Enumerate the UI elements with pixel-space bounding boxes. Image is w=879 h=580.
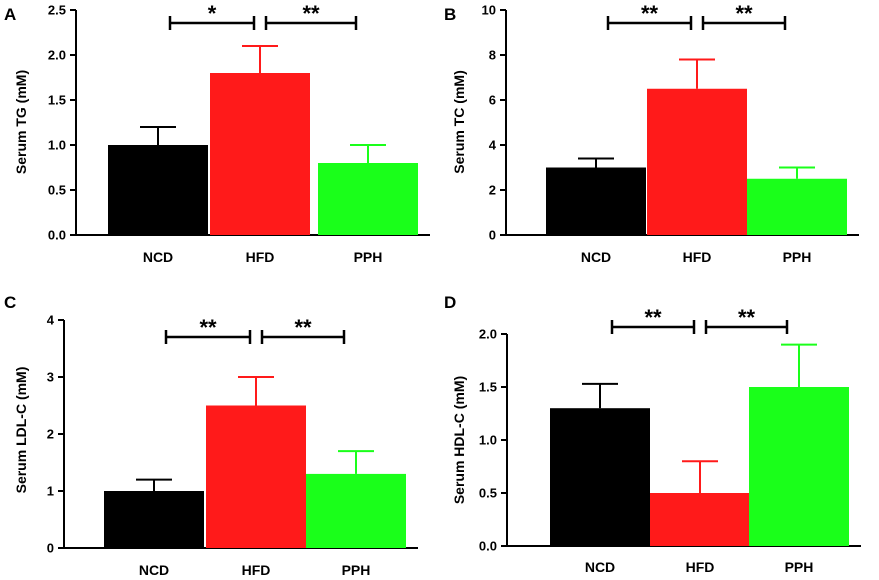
bar-pph [749,387,849,546]
bar-pph [747,178,847,235]
category-label-hfd: HFD [242,562,271,578]
significance-label: ** [644,305,662,330]
significance-label: * [208,1,217,26]
significance-bracket: ** [164,315,252,344]
significance-bracket: ** [264,1,358,30]
y-tick-label: 0.5 [479,486,497,501]
panel-b: B Serum TC (mM) 0 2 4 6 8 10 NCD HFD PPH ** ** [444,1,859,265]
y-tick-label: 1.0 [48,138,66,153]
y-tick-label: 10 [482,3,496,18]
y-tick-label: 2 [489,183,496,198]
bar-ncd [550,408,650,546]
y-tick-label: 0.5 [48,183,66,198]
significance-label: ** [302,1,320,26]
y-tick-label: 4 [489,138,497,153]
panel-letter: C [4,293,16,312]
category-label-pph: PPH [354,249,383,265]
significance-bracket: ** [704,305,789,334]
y-tick-label: 6 [489,93,496,108]
significance-label: ** [738,305,756,330]
category-label-ncd: NCD [139,562,169,578]
category-label-ncd: NCD [143,249,173,265]
y-tick-label: 2.0 [479,327,497,342]
bar-ncd [108,145,208,235]
category-label-pph: PPH [785,559,814,575]
category-label-pph: PPH [783,249,812,265]
category-label-hfd: HFD [246,249,275,265]
panel-d: D Serum HDL-C (mM) 0.0 0.5 1.0 1.5 2.0 NCD HFD PP… [444,293,861,575]
bar-ncd [546,167,646,235]
y-tick-label: 1.5 [48,93,66,108]
y-tick-label: 1.5 [479,380,497,395]
bar-pph [306,473,406,548]
category-label-ncd: NCD [585,559,615,575]
panel-a: A Serum TG (mM) 0.0 0.5 1.0 1.5 2.0 2.5 NCD HFD PP… [4,1,430,265]
y-tick-label: 1 [47,484,54,499]
y-tick-label: 4 [47,313,55,328]
y-tick-label: 2.0 [48,48,66,63]
significance-bracket: ** [610,305,696,334]
bar-hfd [206,405,306,548]
y-axis-label: Serum HDL-C (mM) [451,376,467,504]
significance-bracket: ** [260,315,346,344]
panel-letter: D [444,293,456,312]
y-axis-label: Serum TC (mM) [451,70,467,173]
category-label-pph: PPH [342,562,371,578]
category-label-hfd: HFD [686,559,715,575]
panel-letter: B [444,5,456,24]
y-tick-label: 2.5 [48,3,66,18]
category-label-ncd: NCD [581,249,611,265]
y-tick-label: 0.0 [48,228,66,243]
significance-label: ** [735,1,753,26]
significance-label: ** [199,315,217,340]
y-tick-label: 0.0 [479,539,497,554]
panel-letter: A [4,5,16,24]
significance-label: ** [641,1,659,26]
significance-label: ** [294,315,312,340]
y-tick-label: 8 [489,48,496,63]
bar-hfd [210,73,310,235]
significance-bracket: ** [606,1,693,30]
y-tick-label: 3 [47,370,54,385]
bar-hfd [647,88,747,235]
panel-c: C Serum LDL-C (mM) 0 1 2 3 4 NCD HFD PPH ** ** [4,293,418,578]
category-label-hfd: HFD [683,249,712,265]
bar-ncd [104,491,204,548]
bar-hfd [650,493,750,546]
significance-bracket: ** [701,1,787,30]
significance-bracket: * [168,1,256,30]
y-axis-label: Serum LDL-C (mM) [13,367,29,494]
y-tick-label: 2 [47,427,54,442]
y-tick-label: 0 [489,228,496,243]
y-tick-label: 1.0 [479,433,497,448]
bar-pph [318,163,418,235]
y-tick-label: 0 [47,541,54,556]
y-axis-label: Serum TG (mM) [13,70,29,174]
